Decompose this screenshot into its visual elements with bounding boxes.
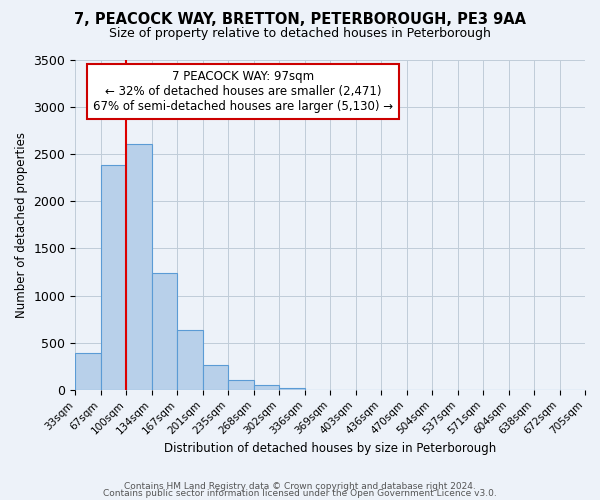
Y-axis label: Number of detached properties: Number of detached properties: [15, 132, 28, 318]
Bar: [279, 388, 305, 390]
Bar: [177, 330, 203, 390]
Bar: [101, 164, 126, 390]
Bar: [75, 353, 101, 390]
Bar: [228, 380, 254, 390]
X-axis label: Distribution of detached houses by size in Peterborough: Distribution of detached houses by size …: [164, 442, 496, 455]
Bar: [126, 144, 152, 390]
Bar: [203, 366, 228, 390]
Text: Contains HM Land Registry data © Crown copyright and database right 2024.: Contains HM Land Registry data © Crown c…: [124, 482, 476, 491]
Text: 7 PEACOCK WAY: 97sqm
← 32% of detached houses are smaller (2,471)
67% of semi-de: 7 PEACOCK WAY: 97sqm ← 32% of detached h…: [94, 70, 394, 113]
Bar: [254, 385, 279, 390]
Text: Size of property relative to detached houses in Peterborough: Size of property relative to detached ho…: [109, 28, 491, 40]
Text: 7, PEACOCK WAY, BRETTON, PETERBOROUGH, PE3 9AA: 7, PEACOCK WAY, BRETTON, PETERBOROUGH, P…: [74, 12, 526, 28]
Bar: [152, 273, 177, 390]
Text: Contains public sector information licensed under the Open Government Licence v3: Contains public sector information licen…: [103, 490, 497, 498]
